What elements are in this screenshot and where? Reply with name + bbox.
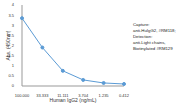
svg-text:4: 4: [12, 2, 15, 7]
svg-text:33.333: 33.333: [36, 93, 49, 98]
svg-text:2: 2: [12, 43, 15, 48]
svg-text:Abs. (450nm): Abs. (450nm): [8, 30, 11, 60]
svg-text:3.704: 3.704: [78, 92, 89, 98]
svg-text:Human IgG2 (ng/mL): Human IgG2 (ng/mL): [50, 97, 97, 103]
svg-text:3: 3: [12, 23, 15, 28]
svg-text:1.5: 1.5: [8, 53, 14, 58]
svg-text:100.000: 100.000: [15, 93, 30, 98]
html-text:anti-HuIgG2, #RM118;: anti-HuIgG2, #RM118;: [133, 28, 176, 33]
svg-text:0.5: 0.5: [8, 73, 14, 78]
svg-text:0.412: 0.412: [119, 93, 130, 98]
svg-text:1: 1: [12, 63, 15, 68]
html-text:anti-Light chains,: anti-Light chains,: [133, 40, 166, 45]
svg-text:3.5: 3.5: [8, 13, 14, 18]
svg-text:1.235: 1.235: [99, 93, 110, 98]
svg-text:0: 0: [12, 83, 15, 88]
html-text:Detection:: Detection:: [133, 34, 153, 39]
svg-text:2.5: 2.5: [8, 32, 14, 38]
html-text:Capture:: Capture:: [133, 22, 150, 27]
html-text:Biotinylated #RM129: Biotinylated #RM129: [133, 46, 173, 51]
svg-text:11.111: 11.111: [57, 92, 69, 98]
